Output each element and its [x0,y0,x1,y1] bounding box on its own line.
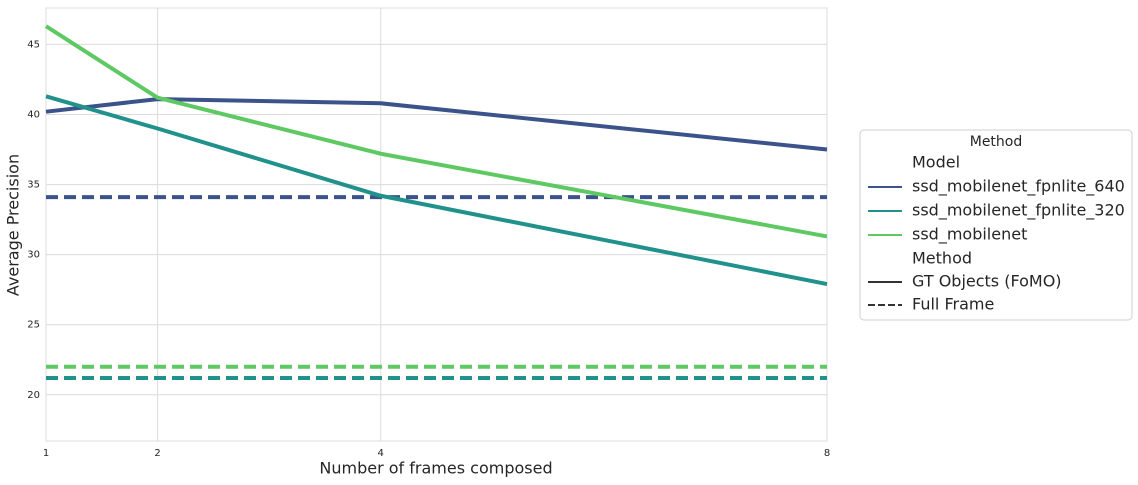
x-tick-label: 1 [43,448,49,459]
series-line [45,97,828,152]
y-tick-label: 35 [27,180,40,191]
y-tick-label: 45 [27,39,40,50]
series-line [44,24,828,239]
legend-label: ssd_mobilenet_fpnlite_640 [912,177,1125,197]
y-tick-label: 20 [27,390,40,401]
y-tick-label: 40 [27,109,40,120]
legend-title: Method [970,134,1023,150]
legend-label: ssd_mobilenet_fpnlite_320 [912,201,1125,221]
legend: Method Model ssd_mobilenet_fpnlite_640ssd… [859,129,1133,321]
legend-subtitle: Method [912,249,972,268]
y-axis-label: Average Precision [4,154,23,296]
y-tick-label: 25 [27,320,40,331]
x-axis-label: Number of frames composed [319,459,552,478]
y-tick-label: 30 [27,250,40,261]
x-tick-label: 8 [824,448,830,459]
legend-box [859,129,1133,321]
legend-label: ssd_mobilenet [912,225,1027,245]
legend-subtitle: Model [912,153,960,172]
legend-label: GT Objects (FoMO) [912,272,1062,291]
plot-area [45,7,828,442]
x-tick-label: 2 [154,448,160,459]
legend-label: Full Frame [912,295,994,314]
x-tick-label: 4 [378,448,384,459]
series-line [45,94,828,287]
